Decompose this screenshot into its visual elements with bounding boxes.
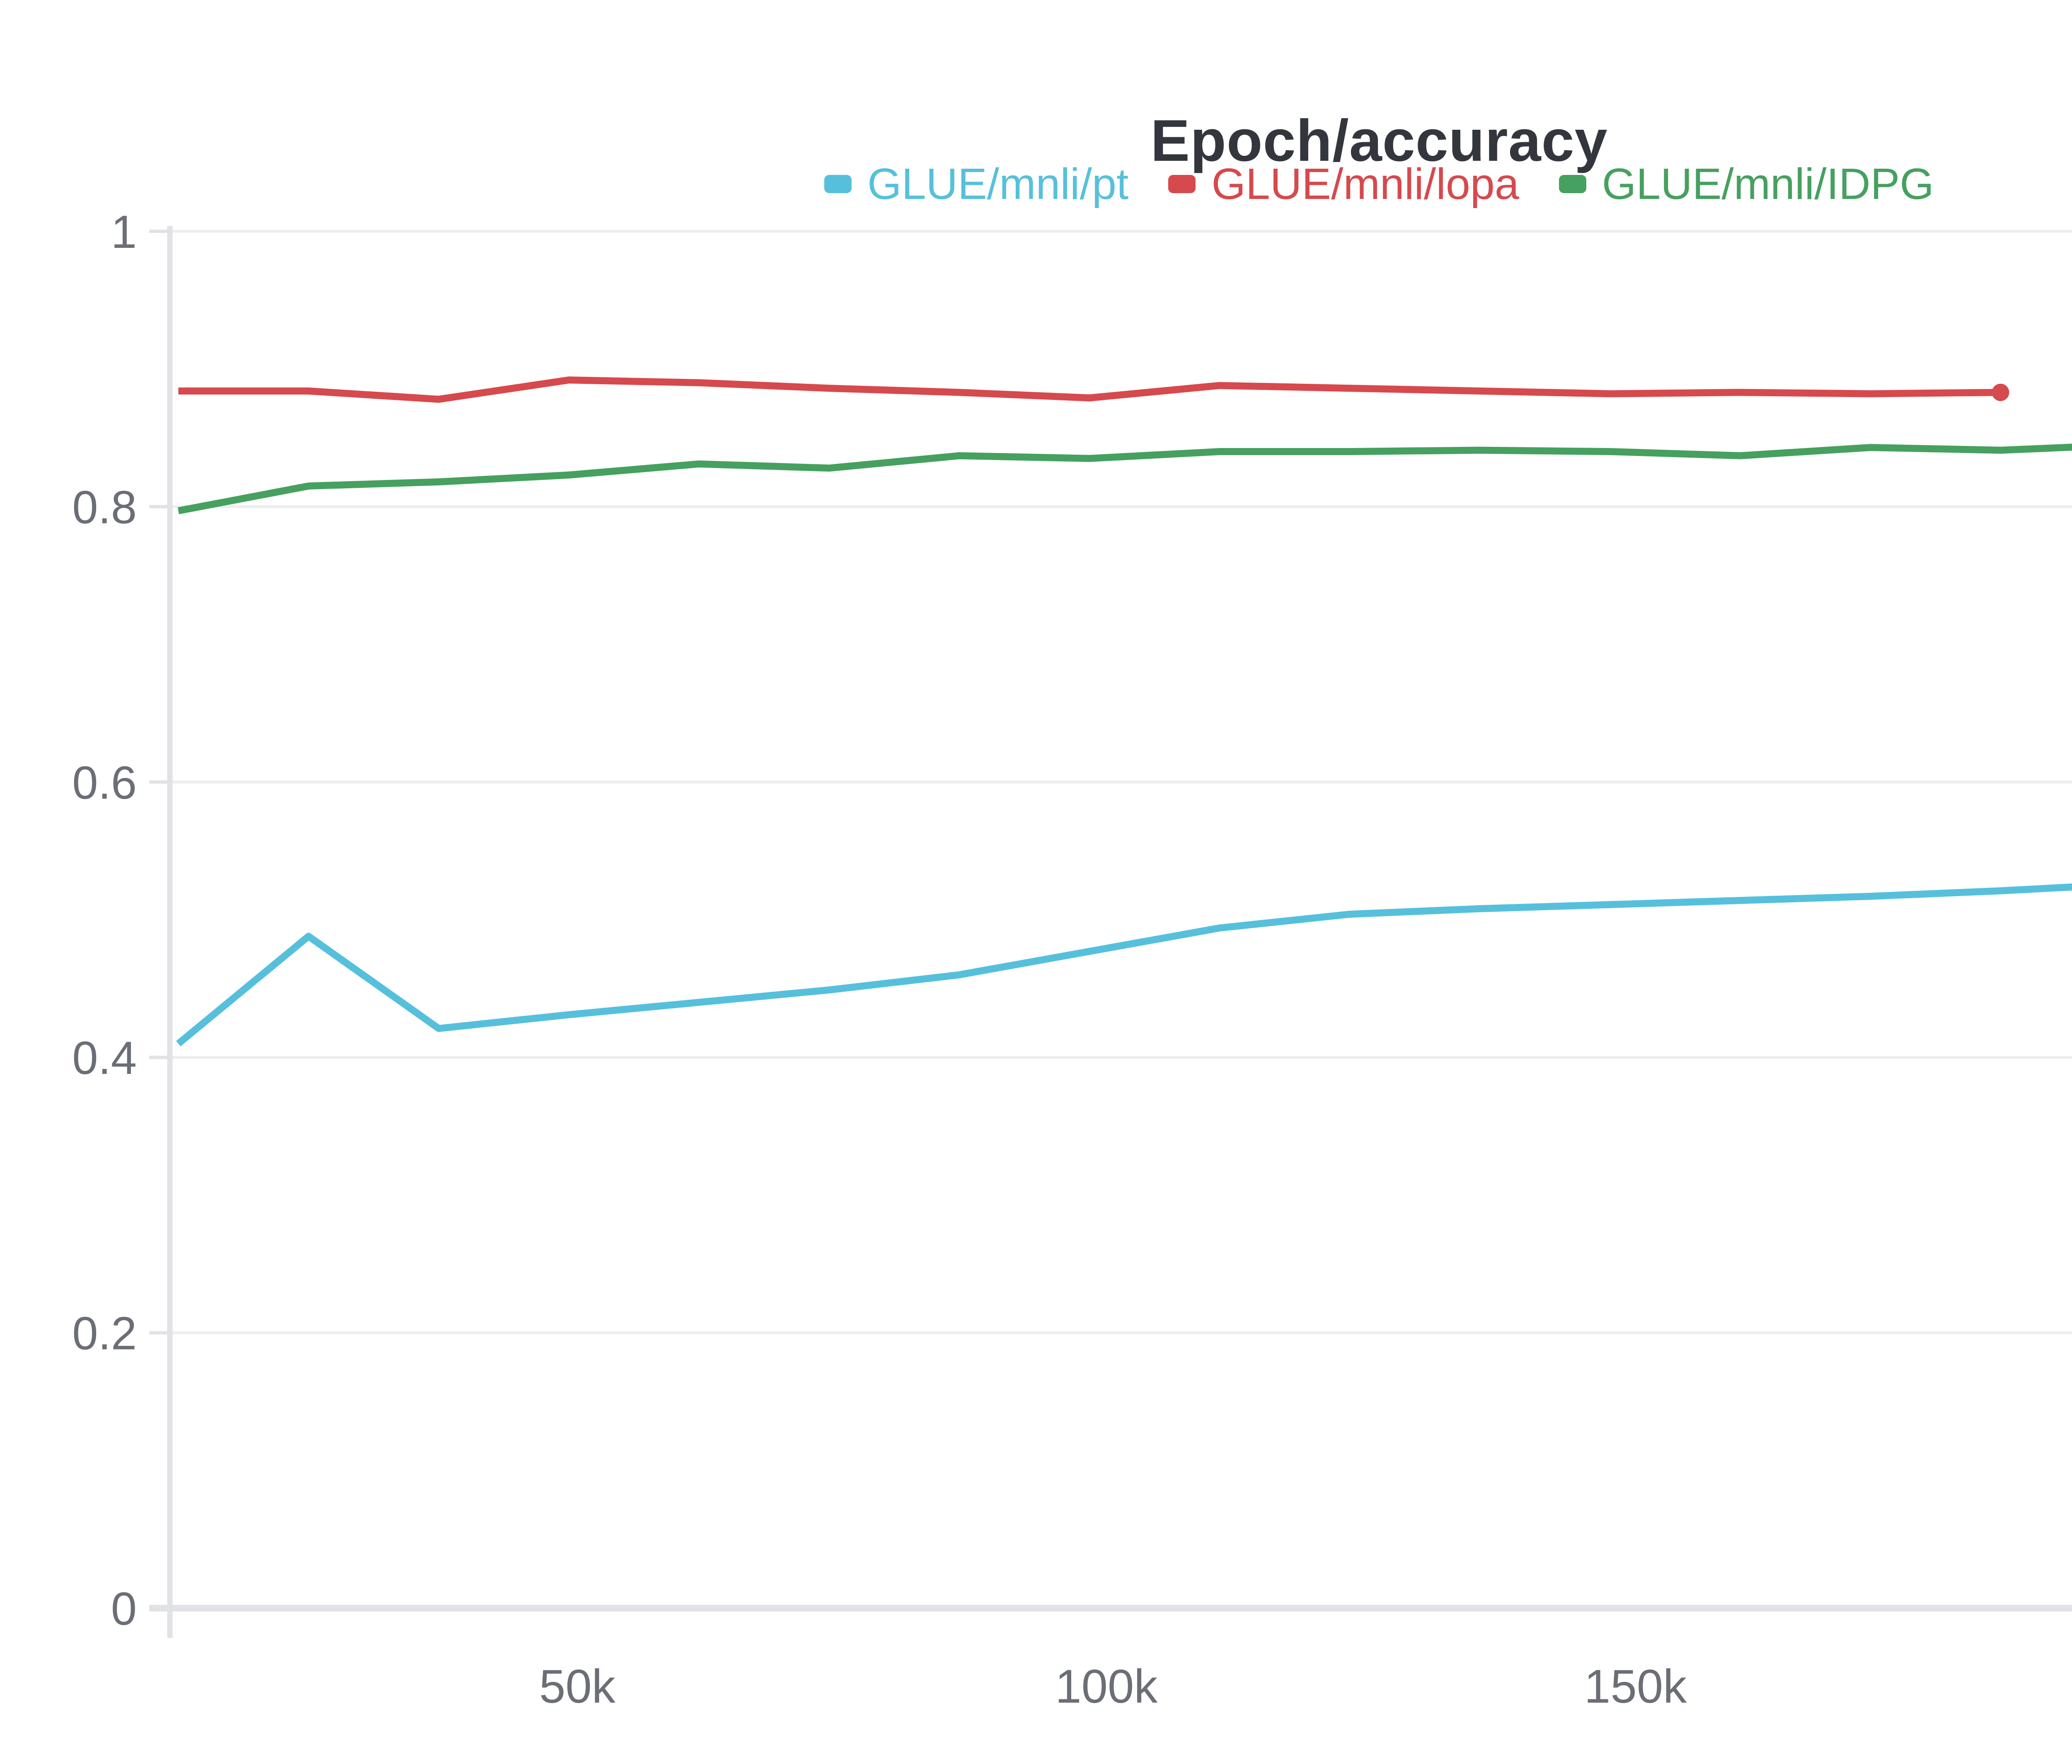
series-line-IDPG[interactable]: [177, 443, 2072, 514]
series-end-marker-lopa[interactable]: [1992, 383, 2009, 401]
legend-label: GLUE/mnli/IDPG: [1602, 160, 1934, 208]
y-tick-label-0.6: 0.6: [72, 757, 137, 809]
y-tick-label-0.4: 0.4: [72, 1032, 137, 1084]
legend-swatch-icon: [824, 175, 852, 194]
legend-item-IDPG[interactable]: GLUE/mnli/IDPG: [1559, 160, 1934, 208]
y-tick-label-1: 1: [111, 206, 137, 258]
y-tick-label-0: 0: [111, 1583, 137, 1635]
y-tick-label-0.8: 0.8: [72, 481, 137, 533]
series-line-pt[interactable]: [176, 858, 2072, 1047]
x-tick-label-50k: 50k: [539, 1660, 616, 1713]
chart-title: Epoch/accuracy: [1150, 108, 1608, 174]
legend-label: GLUE/mnli/pt: [867, 160, 1129, 208]
legend-swatch-icon: [1168, 175, 1196, 194]
series-line-lopa[interactable]: [178, 376, 2001, 403]
y-tick-label-0.2: 0.2: [72, 1308, 137, 1359]
legend-label: GLUE/mnli/lopa: [1211, 160, 1519, 208]
legend-item-lopa[interactable]: GLUE/mnli/lopa: [1168, 160, 1519, 208]
x-tick-label-100k: 100k: [1055, 1660, 1158, 1713]
legend-item-pt[interactable]: GLUE/mnli/pt: [824, 160, 1128, 208]
x-tick-label-150k: 150k: [1584, 1660, 1687, 1713]
legend: GLUE/mnli/pt GLUE/mnli/lopa GLUE/mnli/ID…: [0, 160, 2072, 208]
legend-swatch-icon: [1559, 175, 1586, 194]
